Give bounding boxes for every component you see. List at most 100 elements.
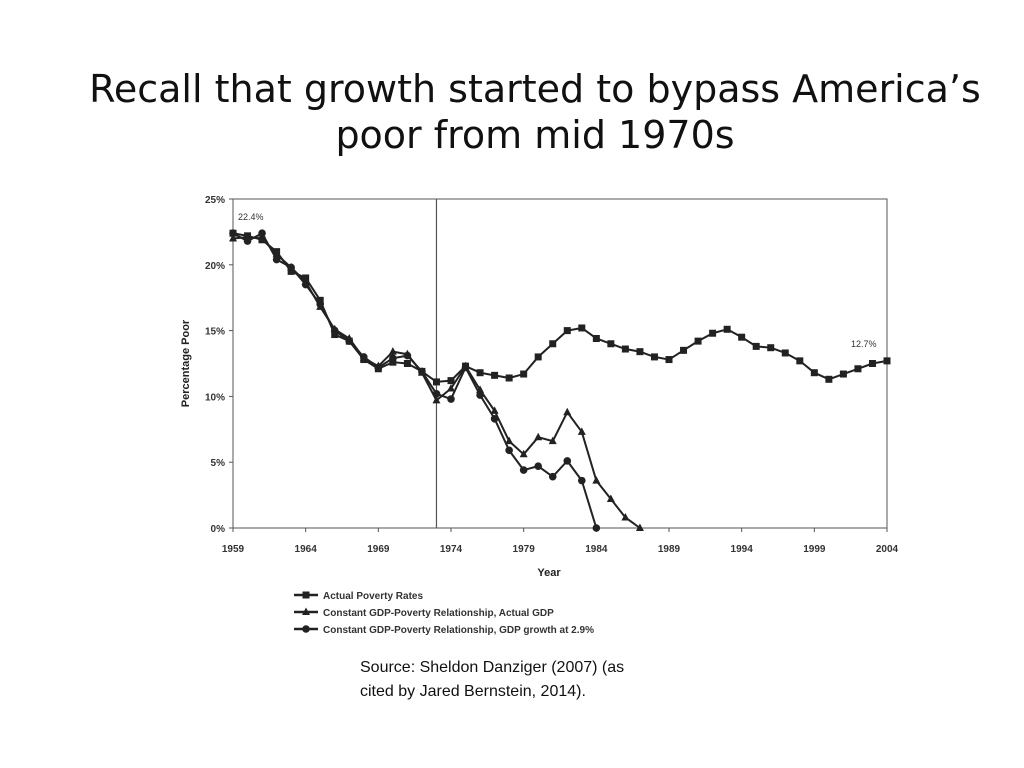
source-line-2: cited by Jared Bernstein, 2014). — [360, 683, 586, 700]
data-point — [447, 395, 455, 403]
data-point — [505, 436, 514, 445]
legend-swatch-marker — [302, 591, 310, 599]
data-point — [621, 345, 629, 353]
y-tick-label: 25% — [205, 195, 225, 206]
data-point — [606, 494, 615, 503]
data-point — [549, 340, 557, 348]
data-point — [578, 476, 586, 485]
data-point — [519, 466, 528, 474]
y-tick-label: 5% — [211, 458, 226, 469]
data-point — [534, 353, 542, 361]
data-point — [287, 263, 295, 272]
y-tick-label: 0% — [211, 524, 226, 535]
data-point — [825, 375, 833, 383]
data-point — [389, 354, 397, 363]
x-tick-label: 1979 — [513, 544, 536, 555]
legend: Actual Poverty Rates Constant GDP-Poverty… — [294, 591, 594, 636]
legend-label: Constant GDP-Poverty Relationship, GDP g… — [323, 625, 594, 636]
data-point — [781, 349, 789, 357]
data-point — [665, 356, 673, 364]
data-point — [330, 326, 339, 335]
data-point — [796, 357, 804, 365]
data-point — [476, 369, 484, 377]
x-tick-label: 1984 — [585, 544, 608, 555]
axes-layer: 0% 5% 10% 15% 20% 25% 1959 1964 1969 1974 1979 1984… — [180, 195, 899, 579]
data-point — [461, 363, 470, 372]
data-point — [490, 414, 499, 423]
legend-swatch-marker — [302, 625, 310, 633]
legend-label: Actual Poverty Rates — [323, 591, 423, 602]
data-point — [548, 472, 557, 481]
data-point — [388, 347, 397, 355]
x-tick-label: 1994 — [731, 544, 754, 555]
data-point — [578, 324, 586, 332]
data-point — [505, 446, 513, 455]
data-point — [548, 436, 557, 445]
x-tick-label: 2004 — [876, 544, 899, 555]
y-tick-label: 10% — [205, 392, 225, 403]
data-point — [592, 334, 600, 342]
legend-item-3: Constant GDP-Poverty Relationship, GDP g… — [294, 625, 594, 636]
data-point — [272, 255, 281, 264]
source-note: Source: Sheldon Danziger (2007) (as cite… — [360, 656, 740, 704]
data-point — [694, 337, 702, 345]
annotation-label: 12.7% — [851, 339, 877, 349]
data-point — [636, 348, 644, 356]
data-point — [316, 296, 324, 304]
x-tick-label: 1969 — [367, 544, 390, 555]
data-point — [301, 280, 310, 289]
x-tick-label: 1999 — [803, 544, 826, 555]
data-point — [418, 367, 426, 376]
data-point — [738, 333, 746, 341]
plot-frame — [232, 198, 888, 529]
x-axis-title: Year — [537, 567, 561, 579]
data-point — [432, 389, 441, 398]
data-point — [258, 233, 267, 242]
data-point — [345, 337, 354, 345]
data-point — [767, 344, 775, 352]
data-point — [490, 406, 499, 414]
y-tick-label: 20% — [205, 261, 225, 272]
series-1 — [229, 229, 891, 386]
data-point — [563, 457, 572, 465]
data-point — [432, 378, 440, 386]
data-point — [316, 300, 325, 309]
data-point — [258, 229, 266, 238]
data-point — [229, 229, 237, 238]
x-tick-label: 1964 — [295, 544, 318, 555]
y-axis-title: Percentage Poor — [180, 319, 192, 407]
data-point — [563, 407, 572, 416]
data-point — [854, 365, 862, 373]
data-point — [621, 512, 630, 521]
data-point — [229, 233, 237, 242]
data-point — [447, 377, 455, 385]
data-point — [635, 523, 644, 531]
x-tick-label: 1974 — [440, 544, 463, 555]
source-line-1: Source: Sheldon Danziger (2007) (as — [360, 659, 625, 676]
annotation-label: 22.4% — [238, 212, 264, 222]
data-point — [607, 340, 615, 348]
data-point — [331, 331, 339, 339]
series-line — [232, 232, 888, 383]
legend-item-1: Actual Poverty Rates — [294, 591, 423, 602]
series-layer — [229, 229, 891, 532]
data-point — [491, 371, 499, 379]
data-point — [650, 353, 658, 361]
x-tick-label: 1959 — [222, 544, 245, 555]
data-point — [592, 524, 601, 532]
data-point — [476, 391, 484, 399]
data-point — [360, 353, 368, 361]
data-point — [374, 363, 383, 372]
data-point — [520, 370, 528, 378]
data-point — [723, 325, 731, 333]
legend-swatch-marker — [302, 607, 310, 615]
slide-title-line-2: poor from mid 1970s — [335, 113, 735, 157]
data-point — [519, 449, 528, 458]
data-point — [534, 432, 543, 441]
data-point — [243, 237, 252, 245]
data-point — [868, 360, 876, 367]
series-3 — [229, 229, 601, 532]
data-point — [389, 358, 397, 366]
data-point — [505, 374, 513, 382]
